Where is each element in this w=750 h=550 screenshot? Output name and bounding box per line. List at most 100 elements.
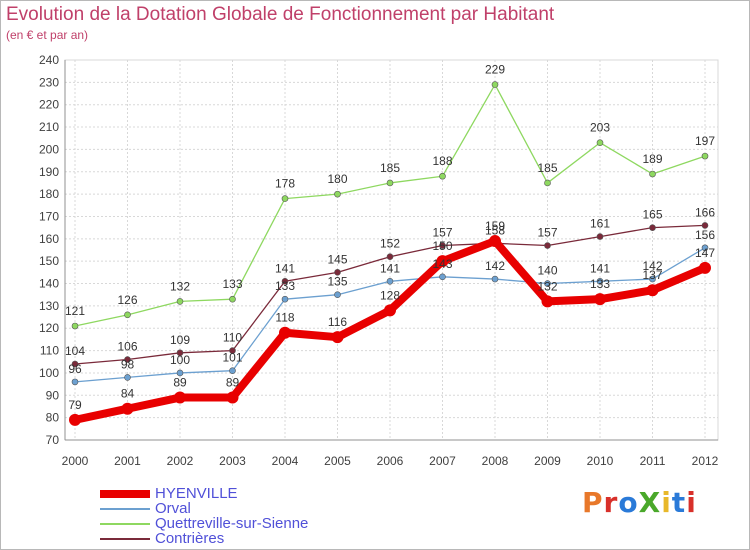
data-label: 116: [328, 315, 347, 329]
y-tick-label: 220: [39, 98, 59, 112]
data-label: 152: [380, 237, 400, 251]
data-label: 157: [537, 226, 557, 240]
legend-swatch: [100, 508, 150, 510]
x-tick-label: 2011: [640, 454, 666, 468]
data-point: [334, 269, 341, 276]
x-tick-label: 2010: [587, 454, 614, 468]
data-point: [646, 284, 659, 297]
data-label: 98: [121, 357, 135, 371]
logo-letter: r: [603, 486, 619, 519]
x-tick-label: 2002: [167, 454, 194, 468]
data-point: [544, 179, 551, 187]
data-point: [701, 152, 709, 160]
data-label: 203: [590, 121, 610, 135]
data-point: [121, 402, 134, 415]
data-label: 106: [117, 340, 137, 354]
data-label: 188: [432, 154, 452, 168]
data-point: [69, 413, 81, 426]
data-point: [334, 190, 341, 198]
data-label: 159: [485, 219, 505, 233]
data-label: 147: [695, 246, 715, 260]
data-point: [596, 233, 604, 240]
y-tick-label: 130: [39, 299, 59, 313]
data-label: 96: [68, 362, 82, 376]
data-point: [491, 275, 499, 283]
x-tick-label: 2008: [482, 454, 509, 468]
x-tick-label: 2006: [377, 454, 404, 468]
data-label: 79: [68, 398, 82, 412]
x-tick-label: 2001: [114, 454, 141, 468]
data-point: [229, 295, 236, 303]
logo-letter: i: [661, 486, 672, 519]
data-label: 229: [485, 63, 505, 77]
data-label: 161: [590, 217, 610, 231]
data-point: [124, 374, 131, 381]
data-label: 104: [65, 344, 85, 358]
data-point: [596, 139, 604, 147]
x-tick-label: 2004: [272, 454, 299, 468]
data-label: 135: [327, 275, 347, 289]
data-label: 180: [327, 172, 347, 186]
data-label: 142: [485, 259, 505, 273]
proxiti-logo: ProXiti: [582, 486, 697, 519]
logo-letter: i: [686, 486, 697, 519]
data-label: 145: [327, 252, 347, 266]
x-tick-label: 2005: [324, 454, 351, 468]
legend-swatch: [100, 523, 150, 525]
data-label: 185: [380, 161, 400, 175]
y-tick-label: 210: [39, 120, 59, 134]
y-tick-label: 200: [39, 142, 59, 156]
data-label: 141: [380, 261, 400, 275]
data-point: [439, 172, 446, 180]
data-label: 89: [173, 376, 187, 390]
data-point: [176, 369, 184, 377]
data-label: 140: [537, 264, 557, 278]
y-tick-label: 70: [46, 433, 60, 447]
data-point: [489, 235, 501, 248]
x-tick-label: 2009: [534, 454, 561, 468]
legend-label: Quettreville-sur-Sienne: [155, 515, 309, 532]
chart-subtitle: (en € et par an): [6, 28, 89, 42]
y-tick-label: 120: [39, 321, 59, 335]
data-label: 165: [642, 208, 662, 222]
data-point: [436, 255, 449, 268]
data-point: [594, 293, 606, 306]
data-label: 156: [695, 228, 715, 242]
data-label: 100: [170, 353, 190, 367]
data-point: [596, 277, 604, 285]
data-point: [384, 304, 396, 317]
data-point: [281, 195, 289, 202]
data-label: 142: [642, 259, 662, 273]
data-label: 132: [170, 279, 190, 293]
data-point: [124, 356, 131, 363]
logo-letter: P: [582, 486, 604, 519]
data-label: 128: [380, 288, 400, 302]
logo-letter: t: [671, 486, 687, 519]
data-label: 121: [65, 304, 85, 318]
data-point: [386, 179, 394, 187]
y-tick-label: 150: [39, 254, 59, 268]
data-point: [176, 298, 184, 305]
data-label: 143: [432, 257, 452, 271]
data-point: [699, 261, 711, 274]
data-label: 185: [537, 161, 557, 175]
data-point: [281, 295, 289, 303]
data-label: 197: [695, 134, 715, 148]
y-tick-label: 140: [39, 277, 59, 291]
plot-area: [64, 59, 719, 441]
x-tick-label: 2012: [692, 454, 719, 468]
data-point: [281, 277, 289, 285]
logo-letter: X: [638, 486, 662, 519]
legend-label: Orval: [155, 500, 191, 517]
data-point: [386, 277, 394, 285]
data-label: 132: [537, 279, 557, 293]
data-label: 118: [275, 311, 294, 325]
data-point: [334, 291, 341, 299]
data-point: [71, 360, 79, 368]
data-point: [439, 242, 446, 249]
data-point: [701, 222, 709, 229]
data-point: [331, 331, 344, 344]
x-tick-label: 2003: [219, 454, 246, 468]
data-label: 84: [121, 387, 135, 401]
y-tick-label: 110: [40, 344, 59, 358]
